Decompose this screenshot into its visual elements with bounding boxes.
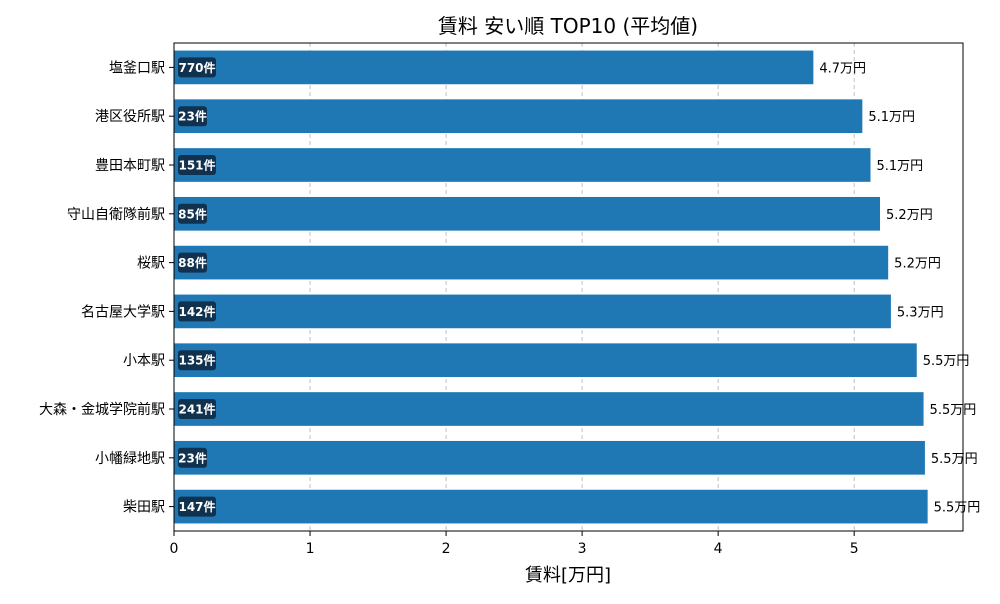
- value-label: 5.2万円: [894, 257, 941, 272]
- count-label: 23件: [178, 450, 207, 465]
- category-label: 小本駅: [123, 353, 165, 369]
- category-label: 豊田本町駅: [95, 158, 165, 174]
- count-badge: [178, 496, 216, 517]
- axes: 0 1 2 3 4 5 塩釜口駅港区役所駅豊田本町駅守山自衛隊前駅桜駅名古屋大学駅小本駅大森…: [39, 60, 859, 557]
- value-label: 5.5万円: [930, 403, 977, 418]
- count-badge: [178, 399, 216, 419]
- bar: [174, 99, 863, 134]
- x-tick-label: 2: [442, 541, 451, 557]
- bar: [174, 50, 814, 85]
- value-label: 5.2万円: [886, 208, 933, 223]
- category-label: 名古屋大学駅: [81, 304, 165, 320]
- count-label: 88件: [178, 255, 207, 270]
- count-badge: [178, 301, 216, 322]
- count-label: 142件: [178, 304, 215, 319]
- count-badge: [178, 350, 216, 371]
- count-badge: [178, 203, 207, 224]
- value-label: 5.5万円: [923, 354, 970, 369]
- value-label: 5.3万円: [897, 305, 944, 320]
- bar: [174, 245, 889, 280]
- category-label: 小幡緑地駅: [95, 451, 165, 467]
- bar: [174, 196, 881, 231]
- value-label: 4.7万円: [819, 61, 866, 76]
- bar: [174, 440, 925, 475]
- count-label: 85件: [178, 206, 207, 221]
- value-label: 5.5万円: [931, 452, 978, 467]
- x-tick-label: 3: [578, 541, 587, 557]
- chart-title: 賃料 安い順 TOP10 (平均値): [438, 14, 698, 38]
- plot-frame: [173, 42, 964, 532]
- count-label: 147件: [178, 499, 215, 514]
- count-label: 135件: [178, 353, 215, 368]
- count-badge: [178, 106, 207, 127]
- bar: [174, 392, 924, 426]
- count-badge: [178, 447, 207, 468]
- count-label: 23件: [178, 109, 207, 124]
- value-label: 5.5万円: [934, 501, 981, 516]
- bar: [174, 294, 891, 329]
- category-label: 港区役所駅: [95, 109, 165, 125]
- x-tick-label: 1: [306, 541, 315, 557]
- x-tick-label: 4: [714, 541, 723, 557]
- count-badge: [178, 155, 216, 175]
- category-label: 柴田駅: [123, 500, 165, 516]
- bar: [174, 489, 928, 524]
- count-label: 770件: [178, 60, 215, 75]
- count-badge: [178, 252, 207, 273]
- bars: [174, 50, 928, 524]
- value-label: 5.1万円: [868, 110, 915, 125]
- labels: 4.7万円 770件 5.1万円 23件 5.1万円 151件 5.2万円 85件 5.2万円 8…: [178, 57, 981, 517]
- x-tick-label: 5: [850, 541, 859, 557]
- category-label: 塩釜口駅: [109, 60, 165, 76]
- bar: [174, 343, 917, 378]
- category-label: 守山自衛隊前駅: [67, 206, 165, 223]
- count-label: 241件: [178, 402, 215, 417]
- category-label: 大森・金城学院前駅: [39, 401, 165, 418]
- x-axis-label: 賃料[万円]: [525, 565, 611, 586]
- x-tick-label: 0: [170, 541, 179, 557]
- count-label: 151件: [178, 158, 215, 173]
- bar: [174, 148, 871, 182]
- category-label: 桜駅: [137, 256, 165, 272]
- count-badge: [178, 57, 216, 78]
- value-label: 5.1万円: [876, 159, 923, 174]
